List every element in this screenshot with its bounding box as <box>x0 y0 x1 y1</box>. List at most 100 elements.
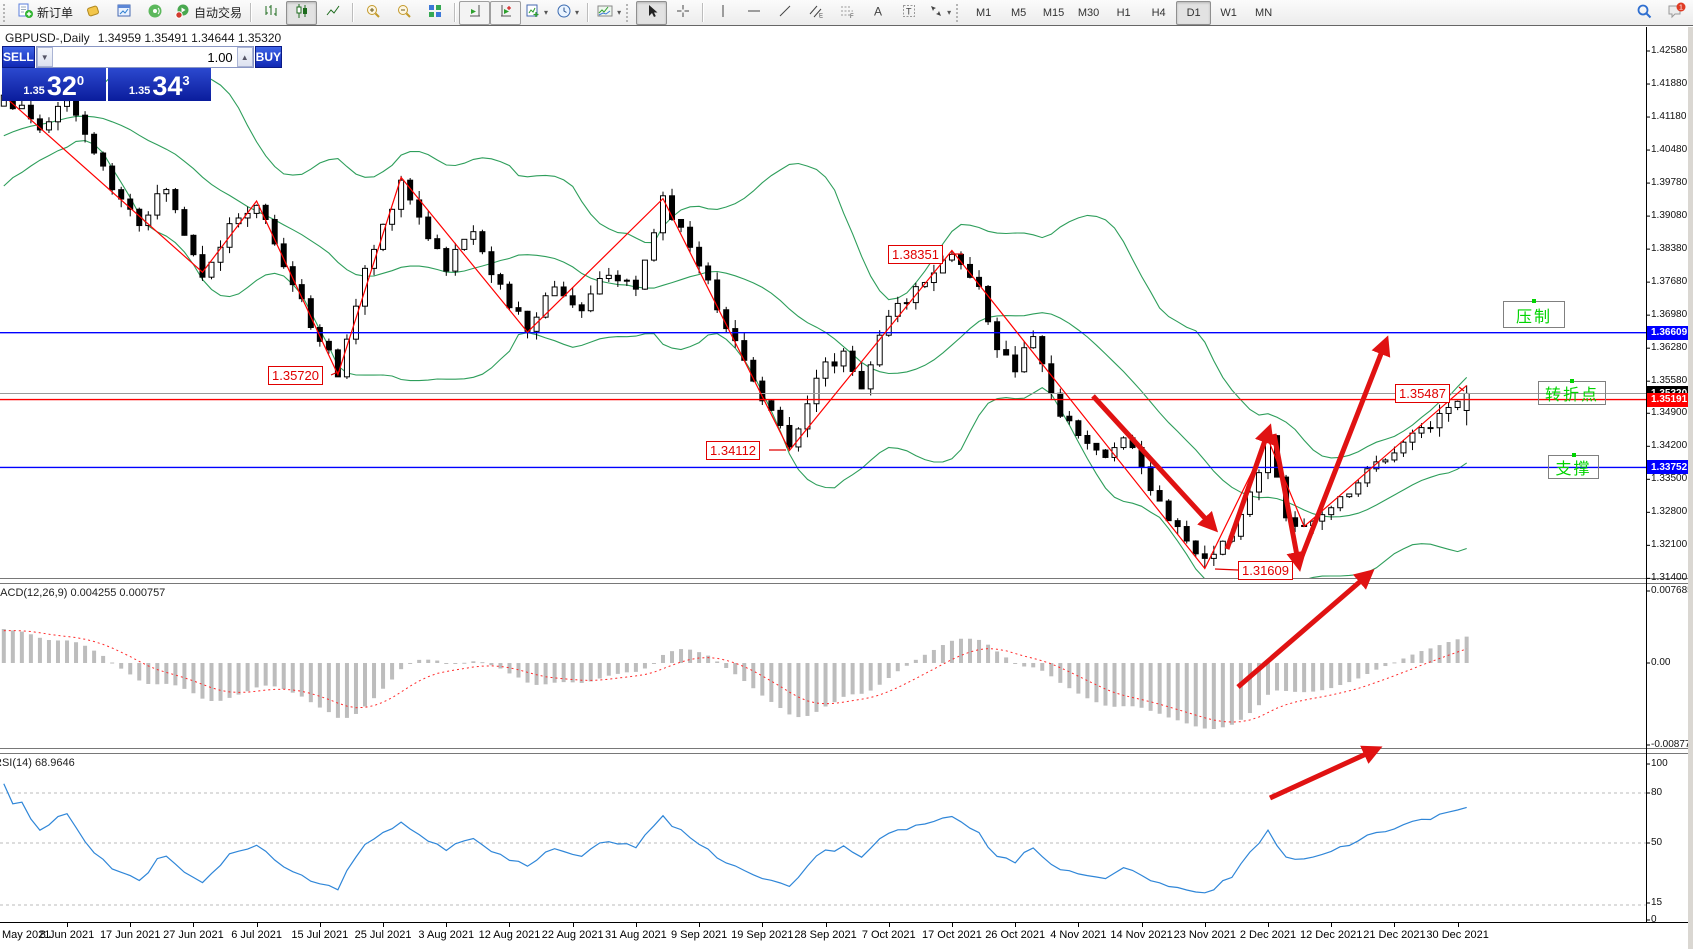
text-annotation-label[interactable]: 压制 <box>1503 299 1565 328</box>
svg-text:F: F <box>850 14 854 19</box>
search-button[interactable] <box>1629 1 1660 25</box>
symbol-name: GBPUSD-,Daily <box>5 31 90 45</box>
autotrading-label: 自动交易 <box>194 6 243 20</box>
volume-decrease-button[interactable]: ▼ <box>36 47 53 67</box>
date-label: 14 Nov 2021 <box>1110 929 1173 941</box>
new-chart-icon <box>525 3 541 22</box>
price-annotation-label[interactable]: 1.35720 <box>268 366 323 385</box>
new-chart-dropdown[interactable]: ▾ <box>521 1 552 25</box>
sell-price-big: 32 <box>46 71 77 101</box>
horizontal-line-tool[interactable] <box>738 1 769 25</box>
cursor-button[interactable] <box>636 0 668 25</box>
price-axis[interactable]: 1.42580 1.41880 1.41180 1.40480 1.39780 1.390… <box>1647 27 1693 925</box>
volume-input[interactable] <box>52 47 237 67</box>
timeframe-m15[interactable]: M15 <box>1042 6 1065 19</box>
chart-shift-button[interactable] <box>490 0 522 25</box>
price-axis-label: 1.38380 <box>1651 243 1688 255</box>
equidistant-channel-tool[interactable]: E <box>800 1 831 25</box>
arrows-tool-dropdown[interactable]: ▾ <box>924 1 955 25</box>
candlestick-chart-button[interactable] <box>286 0 318 25</box>
timeframe-m1[interactable]: M1 <box>975 6 992 19</box>
favorites-icon <box>85 3 101 22</box>
timeframe-w1[interactable]: W1 <box>1220 6 1237 19</box>
auto-scroll-button[interactable] <box>459 0 491 25</box>
sell-button[interactable]: SELL <box>2 46 35 68</box>
rsi-axis-label: 15 <box>1651 897 1663 908</box>
date-tick <box>67 923 68 927</box>
price-axis-label: 1.35580 <box>1651 375 1688 387</box>
search-icon <box>1636 3 1653 23</box>
buy-button[interactable]: BUY <box>254 46 283 68</box>
date-label: 27 Jun 2021 <box>163 929 224 941</box>
date-label: 28 Sep 2021 <box>794 929 857 941</box>
date-tick <box>1204 923 1206 927</box>
timeframe-m30[interactable]: M30 <box>1077 6 1100 19</box>
tile-windows-button[interactable] <box>419 1 450 25</box>
price-annotation-label[interactable]: 1.38351 <box>888 245 943 264</box>
price-level-badge: 1.36609 <box>1647 325 1692 340</box>
text-label-tool[interactable]: T <box>893 1 924 25</box>
text-annotation-label[interactable]: 转折点 <box>1538 379 1606 405</box>
ohlc-values: 1.34959 1.35491 1.34644 1.35320 <box>97 31 282 45</box>
date-axis[interactable]: May 2021 8 Jun 2021 17 Jun 2021 27 Jun 2021… <box>0 922 1693 949</box>
timeframe-mn[interactable]: MN <box>1255 6 1273 19</box>
zoom-in-button[interactable] <box>357 1 388 25</box>
price-chart-canvas[interactable] <box>0 27 1693 922</box>
text-tool[interactable]: A <box>862 1 893 25</box>
timeframe-m5[interactable]: M5 <box>1010 6 1027 19</box>
price-annotation-label[interactable]: 1.31609 <box>1238 561 1293 580</box>
period-clock-button[interactable]: ▾ <box>552 1 583 25</box>
notification-count: 1 <box>1678 3 1682 12</box>
chevron-down-icon: ▾ <box>947 7 952 17</box>
date-label: 17 Jun 2021 <box>99 929 161 941</box>
date-tick <box>1331 923 1333 927</box>
toolbar-grip[interactable] <box>626 3 633 22</box>
timeframe-d1[interactable]: D1 <box>1176 0 1212 25</box>
date-label: 26 Oct 2021 <box>985 929 1046 941</box>
line-chart-button[interactable] <box>317 1 348 25</box>
template-dropdown[interactable]: ▾ <box>592 1 625 25</box>
new-order-button[interactable]: 新订单 <box>13 1 77 25</box>
template-icon <box>596 3 614 22</box>
date-tick <box>1078 923 1080 927</box>
text-annotation-label[interactable]: 支撑 <box>1548 453 1599 479</box>
trendline-tool[interactable] <box>769 1 800 25</box>
timeframe-h1[interactable]: H1 <box>1116 6 1131 19</box>
toolbar-grip[interactable] <box>3 3 10 22</box>
macd-axis-label: -0.00877 <box>1651 739 1691 750</box>
price-axis-label: 1.32800 <box>1651 506 1688 518</box>
toolbar-separator <box>250 3 252 22</box>
svg-text:E: E <box>819 14 823 20</box>
price-level-badge: 1.33752 <box>1647 460 1692 475</box>
price-axis-label: 1.34900 <box>1651 407 1688 419</box>
line-chart-icon <box>325 3 341 22</box>
vertical-line-tool[interactable] <box>707 1 738 25</box>
timeframe-h4[interactable]: H4 <box>1151 6 1166 19</box>
date-label: 7 Oct 2021 <box>861 929 916 941</box>
rsi-pane-label: RSI(14) 68.9646 <box>0 757 75 769</box>
charts-window-button[interactable] <box>108 1 139 25</box>
fibonacci-tool[interactable]: F <box>831 1 862 25</box>
autotrading-button[interactable]: 自动交易 <box>170 1 246 25</box>
zoom-in-icon <box>365 3 381 22</box>
favorites-button[interactable] <box>77 1 108 25</box>
price-annotation-label[interactable]: 1.34112 <box>706 441 761 460</box>
bar-chart-button[interactable] <box>255 1 286 25</box>
sell-price-display: 1.35 32 0 <box>2 68 106 101</box>
one-click-trading-panel: SELL ▼ ▲ BUY 1.35 32 0 1.35 34 3 <box>2 46 283 101</box>
volume-increase-button[interactable]: ▲ <box>236 47 253 67</box>
zoom-out-button[interactable] <box>388 1 419 25</box>
toolbar-grip[interactable] <box>956 3 963 22</box>
notifications-button[interactable]: 1 <box>1660 1 1691 25</box>
date-tick <box>699 923 701 927</box>
volume-box: ▼ ▲ <box>35 46 254 68</box>
macd-pane-label: MACD(12,26,9) 0.004255 0.000757 <box>0 587 165 599</box>
signals-button[interactable] <box>139 1 170 25</box>
vertical-line-icon <box>716 3 730 22</box>
auto-scroll-icon <box>467 3 483 22</box>
buy-price-sup: 3 <box>182 73 190 88</box>
svg-text:T: T <box>906 7 912 17</box>
price-annotation-label[interactable]: 1.35487 <box>1395 384 1450 403</box>
crosshair-button[interactable] <box>667 1 698 25</box>
